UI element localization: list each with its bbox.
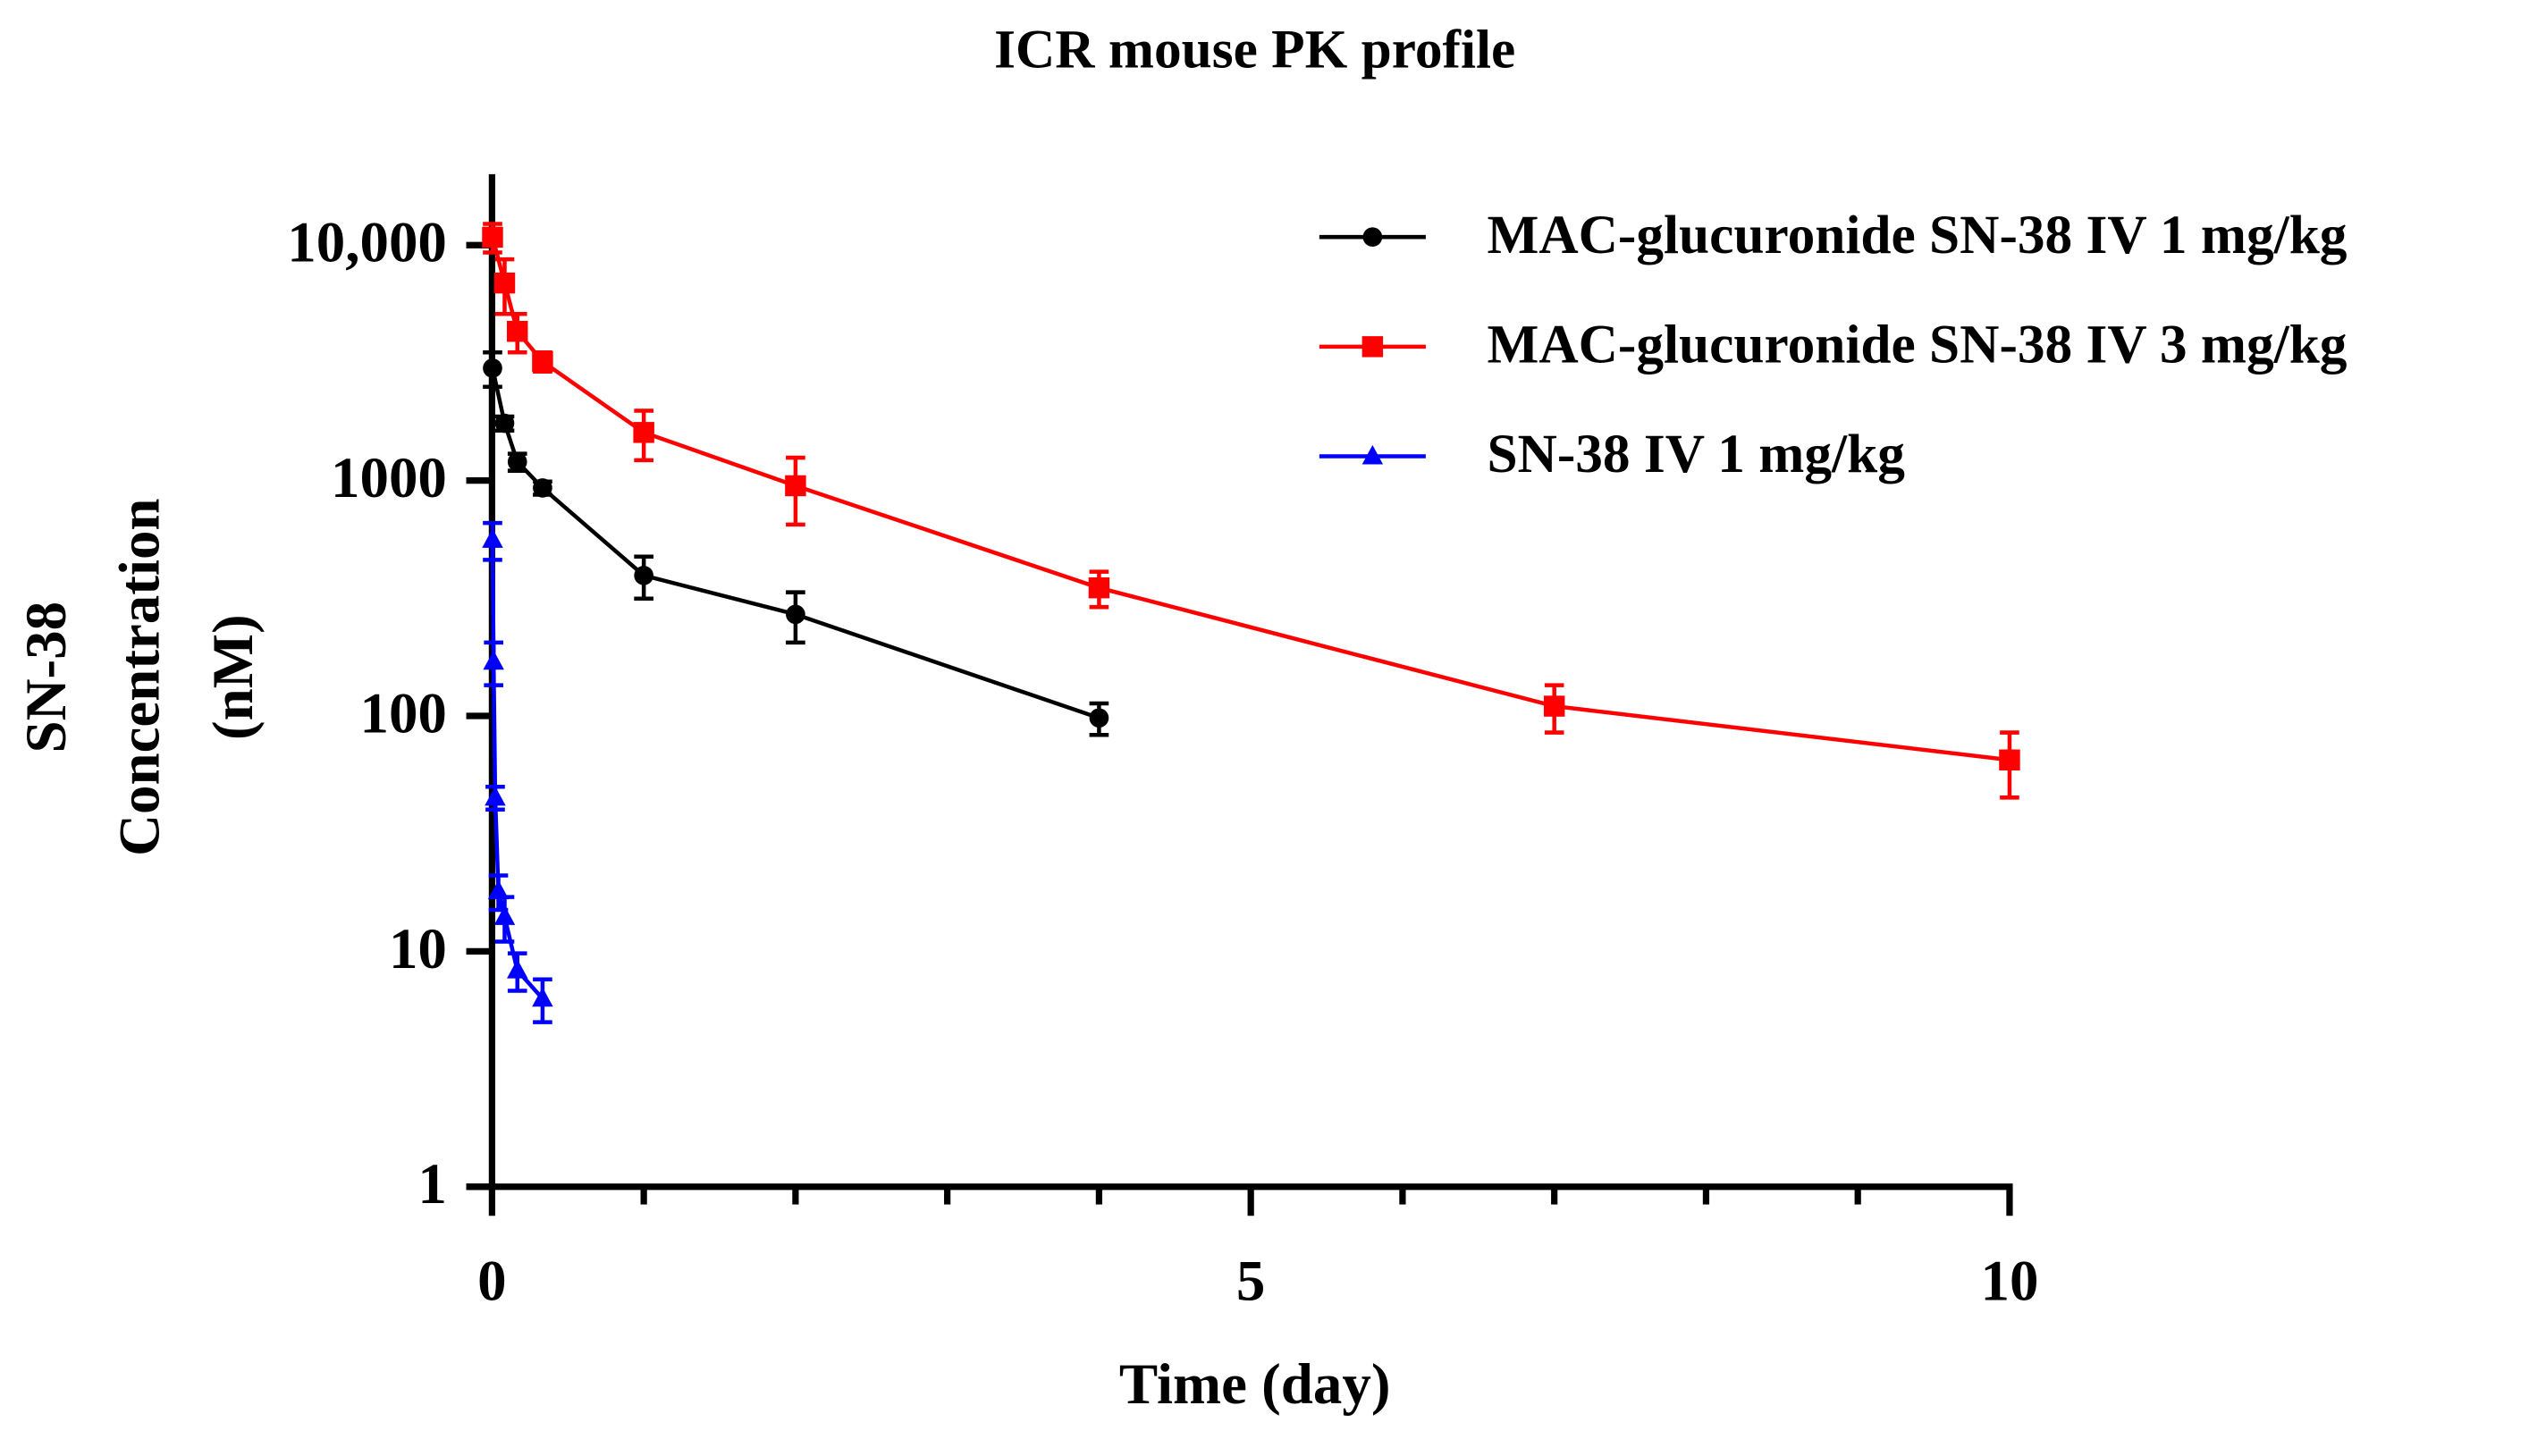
marker (1361, 444, 1384, 465)
marker (785, 475, 806, 497)
marker (1089, 708, 1109, 728)
marker (482, 226, 503, 248)
legend-label: MAC-glucuronide SN-38 IV 3 mg/kg (1487, 315, 2347, 375)
marker (786, 604, 805, 625)
x-tick-label: 10 (1980, 1249, 2038, 1313)
marker (483, 650, 504, 670)
marker (1088, 577, 1110, 599)
marker (483, 358, 502, 378)
y-tick-label: 100 (359, 681, 446, 745)
marker (507, 451, 527, 472)
marker (494, 413, 515, 433)
chart-title: ICR mouse PK profile (994, 19, 1515, 80)
y-tick-label: 1000 (331, 446, 447, 510)
marker (1999, 749, 2020, 770)
y-axis-label: (nM) (201, 614, 266, 740)
series (482, 222, 2020, 800)
marker (1543, 695, 1565, 717)
marker (1361, 336, 1384, 358)
marker (482, 528, 503, 548)
marker (507, 959, 528, 979)
y-tick-label: 10,000 (287, 211, 447, 275)
legend-label: MAC-glucuronide SN-38 IV 1 mg/kg (1487, 205, 2347, 265)
marker (487, 879, 510, 900)
x-tick-label: 0 (477, 1249, 506, 1313)
series-line (490, 367, 1100, 720)
marker (533, 478, 552, 498)
y-tick-label: 1 (417, 1152, 446, 1216)
series-line (490, 539, 544, 1000)
marker (1362, 227, 1383, 248)
marker (532, 350, 553, 373)
x-axis-label: Time (day) (1119, 1352, 1391, 1417)
marker (532, 987, 553, 1007)
marker (493, 272, 516, 294)
marker (634, 566, 653, 585)
series (482, 520, 553, 1024)
x-tick-label: 5 (1236, 1249, 1265, 1313)
marker (507, 321, 528, 342)
marker (633, 422, 654, 443)
marker (493, 905, 516, 925)
y-tick-label: 10 (389, 917, 447, 981)
legend-label: SN-38 IV 1 mg/kg (1487, 424, 1905, 484)
series (483, 350, 1109, 737)
marker (485, 786, 506, 806)
y-axis-label: SN-38 (14, 602, 79, 753)
y-axis-label: Concentration (107, 498, 172, 855)
